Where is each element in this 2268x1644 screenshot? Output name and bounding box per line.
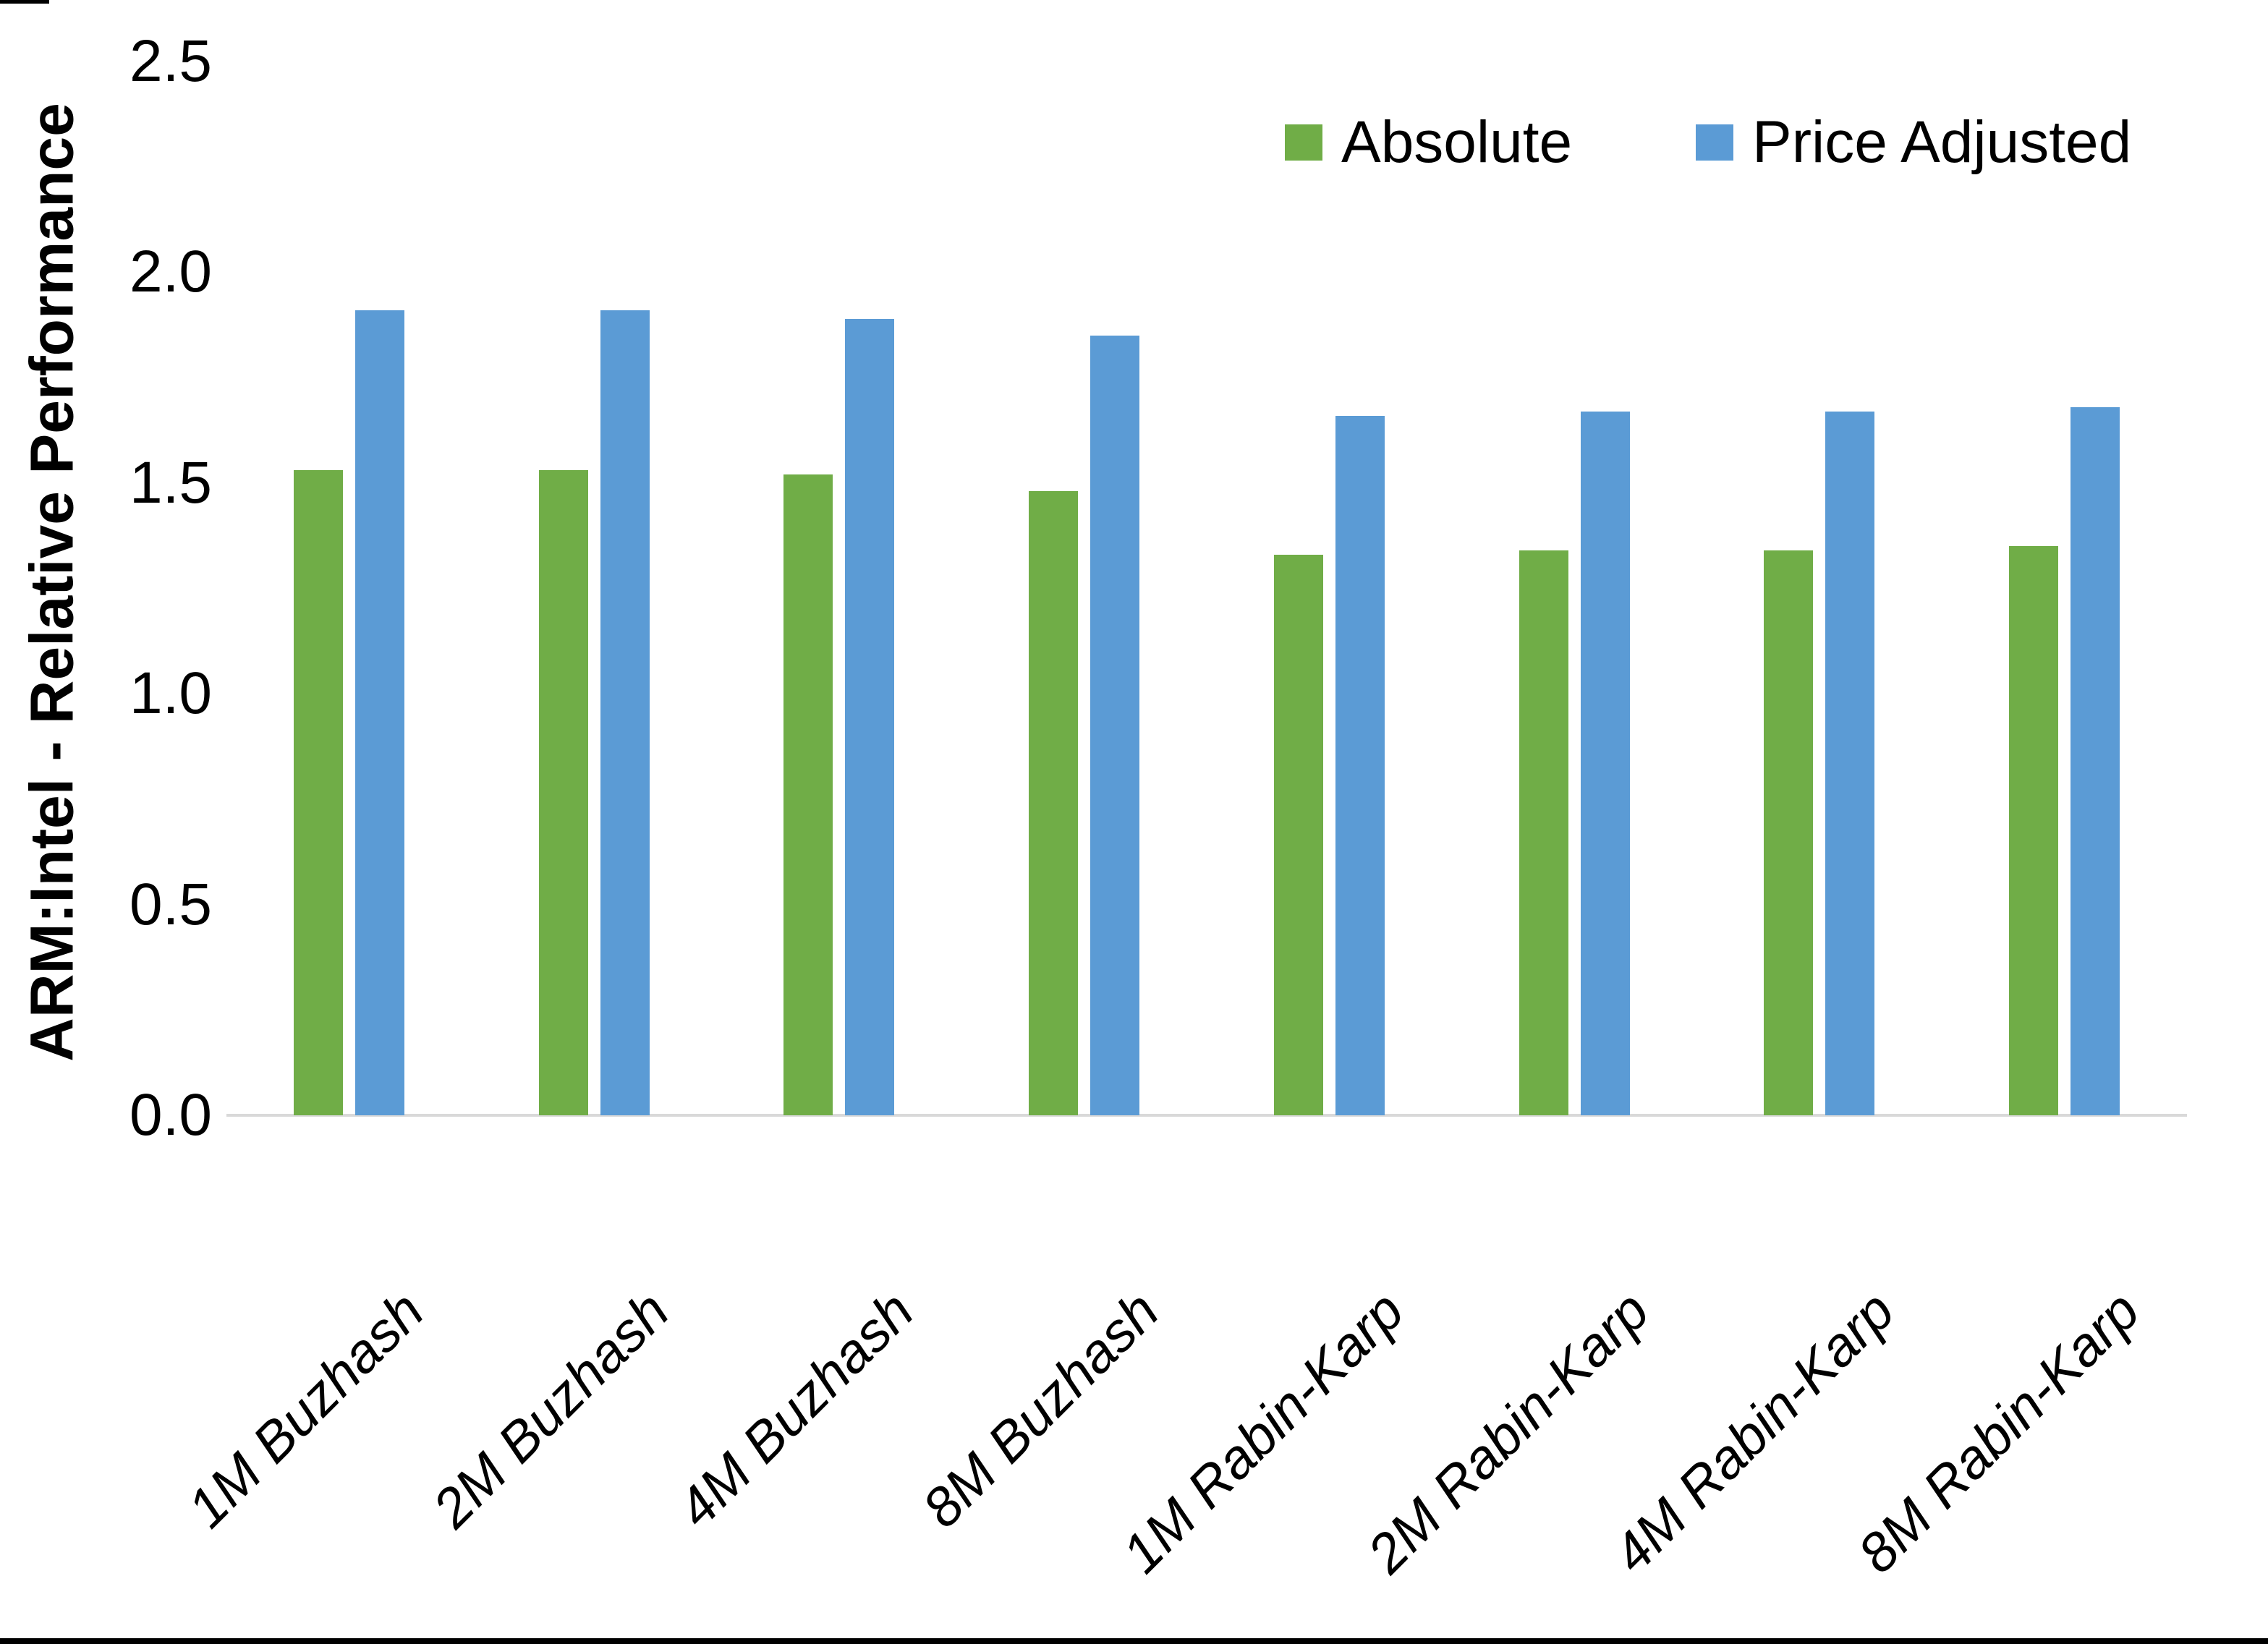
bar-group-1m-buzhash [226, 61, 472, 1115]
top-left-border-mark [0, 0, 49, 4]
bar-absolute-4 [1029, 491, 1079, 1115]
plot-area [226, 61, 2187, 1115]
bar-group-4m-rabin-karp [1697, 61, 1942, 1115]
bar-price-adjusted-6 [1580, 411, 1630, 1115]
x-axis-label-1m-buzhash: 1M Buzhash [176, 1279, 436, 1540]
bar-absolute-6 [1519, 550, 1568, 1115]
y-axis-title: ARM:Intel - Relative Performance [17, 103, 86, 1062]
bar-price-adjusted-5 [1335, 415, 1385, 1115]
bar-price-adjusted-1 [354, 310, 404, 1115]
bar-group-8m-buzhash [961, 61, 1207, 1115]
bar-absolute-1 [293, 470, 343, 1115]
bar-price-adjusted-2 [600, 310, 650, 1115]
x-axis-label-8m-buzhash: 8M Buzhash [911, 1279, 1171, 1540]
bar-group-4m-buzhash [717, 61, 962, 1115]
bar-absolute-7 [1764, 550, 1814, 1115]
x-axis-line [226, 1114, 2187, 1117]
bar-price-adjusted-4 [1090, 335, 1140, 1115]
legend-label-price-adjusted: Price Adjusted [1752, 109, 2132, 175]
y-tick-label-0.0: 0.0 [129, 1082, 212, 1148]
bar-group-8m-rabin-karp [1942, 61, 2187, 1115]
y-tick-label-1.5: 1.5 [129, 449, 212, 516]
y-tick-label-1.0: 1.0 [129, 660, 212, 727]
legend-label-absolute: Absolute [1341, 109, 1573, 175]
legend-item-absolute: Absolute [1285, 108, 1572, 176]
y-tick-label-0.5: 0.5 [129, 871, 212, 937]
x-axis-label-4m-buzhash: 4M Buzhash [666, 1279, 926, 1540]
legend-swatch-price-adjusted [1696, 124, 1733, 161]
bar-group-2m-rabin-karp [1452, 61, 1697, 1115]
bar-group-2m-buzhash [472, 61, 717, 1115]
bar-price-adjusted-3 [845, 318, 895, 1115]
bar-absolute-8 [2009, 546, 2059, 1115]
legend-swatch-absolute [1285, 124, 1322, 161]
y-tick-label-2.0: 2.0 [129, 239, 212, 305]
bar-group-1m-rabin-karp [1207, 61, 1452, 1115]
bar-price-adjusted-7 [1825, 411, 1875, 1115]
bar-absolute-5 [1273, 554, 1323, 1115]
x-axis-label-2m-buzhash: 2M Buzhash [420, 1279, 681, 1540]
bottom-border [0, 1638, 2268, 1644]
bar-absolute-3 [783, 474, 833, 1115]
y-tick-label-2.5: 2.5 [129, 28, 212, 94]
bar-absolute-2 [538, 470, 588, 1115]
legend-item-price-adjusted: Price Adjusted [1696, 108, 2131, 176]
bar-price-adjusted-8 [2070, 406, 2120, 1115]
